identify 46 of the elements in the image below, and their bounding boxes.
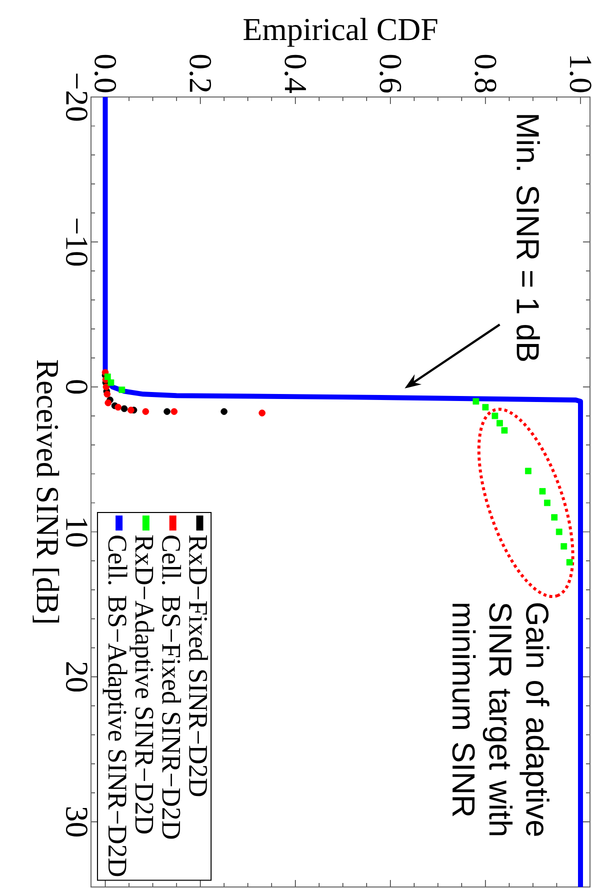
legend-label: Cell. BS−Fixed SINR−D2D — [162, 536, 182, 839]
point — [258, 410, 266, 416]
annotation: Min. SINR = 1 dB — [516, 115, 540, 361]
point — [501, 427, 508, 434]
y-tick-label: 30 — [66, 807, 88, 836]
point — [120, 405, 128, 412]
annotation: Gain of adaptive SINR target with minimum SINR — [452, 603, 550, 836]
point — [128, 406, 134, 414]
y-axis-title: Received SINR [dB] — [32, 360, 60, 622]
y-tick-label: 0 — [66, 380, 88, 394]
point — [482, 404, 489, 410]
point — [525, 468, 532, 474]
point — [472, 398, 480, 405]
point — [104, 390, 111, 398]
legend-label: RxD−Fixed SINR−D2D — [188, 535, 208, 796]
point — [551, 514, 558, 521]
legend-label: RxD−Adaptive SINR−D2D — [130, 535, 154, 834]
point — [566, 559, 573, 566]
point — [164, 408, 170, 415]
point — [496, 420, 503, 426]
point — [560, 543, 568, 550]
x-axis-title: Empirical CDF — [244, 18, 438, 47]
point — [544, 500, 550, 506]
y-tick-label: 10 — [66, 518, 88, 547]
x-tick-label: 0.4 — [284, 54, 306, 93]
point — [556, 528, 562, 536]
point — [170, 408, 178, 415]
point — [102, 384, 110, 390]
point — [220, 408, 228, 415]
point — [114, 404, 122, 411]
y-tick-label: 20 — [66, 662, 88, 692]
x-tick-label: 0.6 — [380, 54, 402, 93]
y-tick-label: −10 — [66, 218, 88, 266]
x-tick-label: 0.0 — [94, 54, 116, 92]
point — [492, 412, 498, 420]
point — [142, 408, 150, 415]
x-tick-label: 0.2 — [189, 54, 212, 92]
point — [104, 374, 111, 380]
point — [539, 488, 546, 494]
point — [108, 379, 114, 386]
legend-label: Cell. BS−Adaptive SINR−D2D — [102, 536, 128, 876]
point — [104, 399, 112, 406]
point — [118, 386, 126, 394]
x-tick-label: 0.8 — [474, 54, 496, 92]
x-tick-label: 1.0 — [570, 56, 592, 92]
y-tick-label: −20 — [66, 74, 88, 121]
